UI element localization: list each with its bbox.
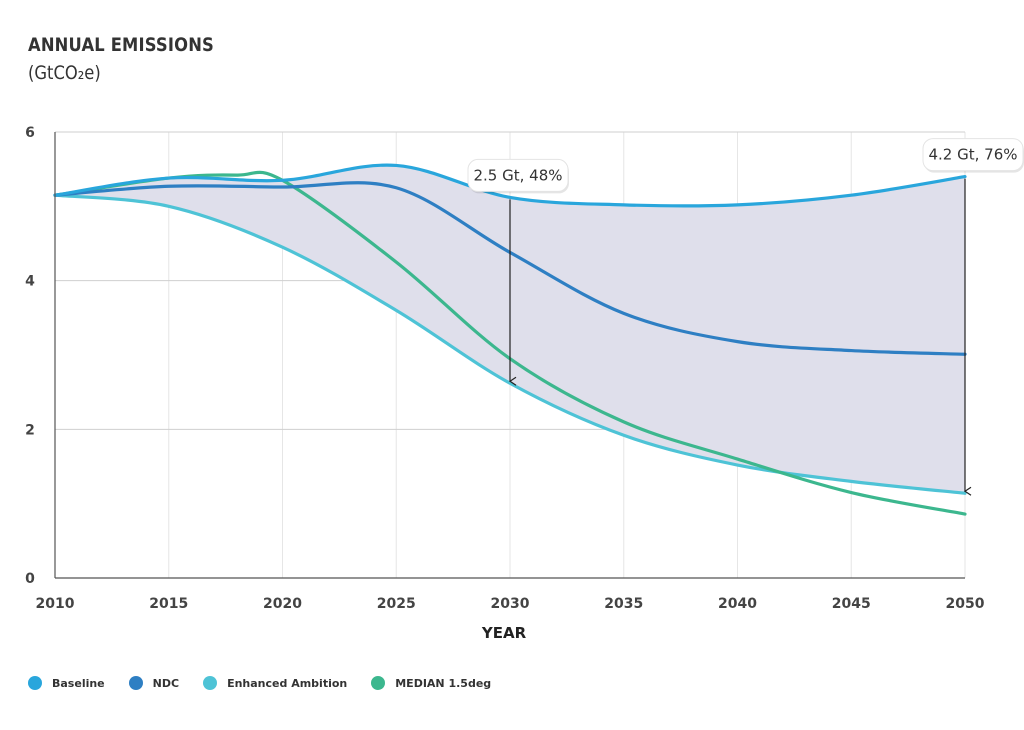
y-tick-label: 2	[25, 422, 35, 438]
legend-swatch	[371, 676, 386, 690]
legend-swatch	[28, 676, 42, 690]
series-line-median-1-5deg	[53, 170, 967, 516]
annotation-box	[467, 158, 569, 192]
series-line-baseline	[53, 163, 967, 208]
legend-label: NDC	[152, 676, 180, 690]
x-tick-label: 2015	[149, 596, 188, 612]
y-tick-label: 6	[25, 125, 35, 141]
legend-item: Baseline	[28, 676, 105, 690]
x-axis-label: YEAR	[481, 624, 527, 642]
legend-label: MEDIAN 1.5deg	[395, 676, 492, 690]
legend-item: MEDIAN 1.5deg	[371, 676, 491, 690]
x-tick-label: 2045	[832, 596, 871, 612]
annotation-label: 4.2 Gt, 76%	[928, 146, 1017, 164]
y-axis-unit-label: (GtCO₂e)	[28, 62, 101, 84]
legend-swatch	[203, 676, 218, 690]
x-tick-label: 2025	[377, 596, 416, 612]
y-tick-label: 0	[25, 571, 35, 587]
legend-label: Baseline	[52, 676, 105, 690]
annotation-box	[922, 138, 1024, 172]
axes: 2010 2015 2020 2025 2030 2035 2040 2045 2050 0 2 4 6…	[25, 125, 985, 642]
x-tick-label: 2050	[946, 596, 985, 612]
annotation-label: 2.5 Gt, 48%	[473, 166, 562, 184]
x-tick-label: 2030	[491, 596, 530, 612]
x-tick-label: 2010	[36, 596, 75, 612]
x-tick-label: 2040	[718, 596, 757, 612]
x-tick-label: 2035	[604, 596, 643, 612]
chart-title: ANNUAL EMISSIONS	[28, 34, 214, 56]
legend-item: NDC	[128, 676, 180, 690]
legend-swatch	[128, 676, 143, 690]
legend-item: Enhanced Ambition	[203, 676, 347, 690]
legend: Baseline NDC Enhanced Ambition MEDIAN 1.5de…	[28, 676, 515, 690]
legend-label: Enhanced Ambition	[227, 676, 348, 690]
annotations: 2.5 Gt, 48% 4.2 Gt, 76%	[467, 138, 1024, 496]
x-tick-label: 2020	[263, 596, 302, 612]
y-tick-label: 4	[25, 274, 35, 290]
